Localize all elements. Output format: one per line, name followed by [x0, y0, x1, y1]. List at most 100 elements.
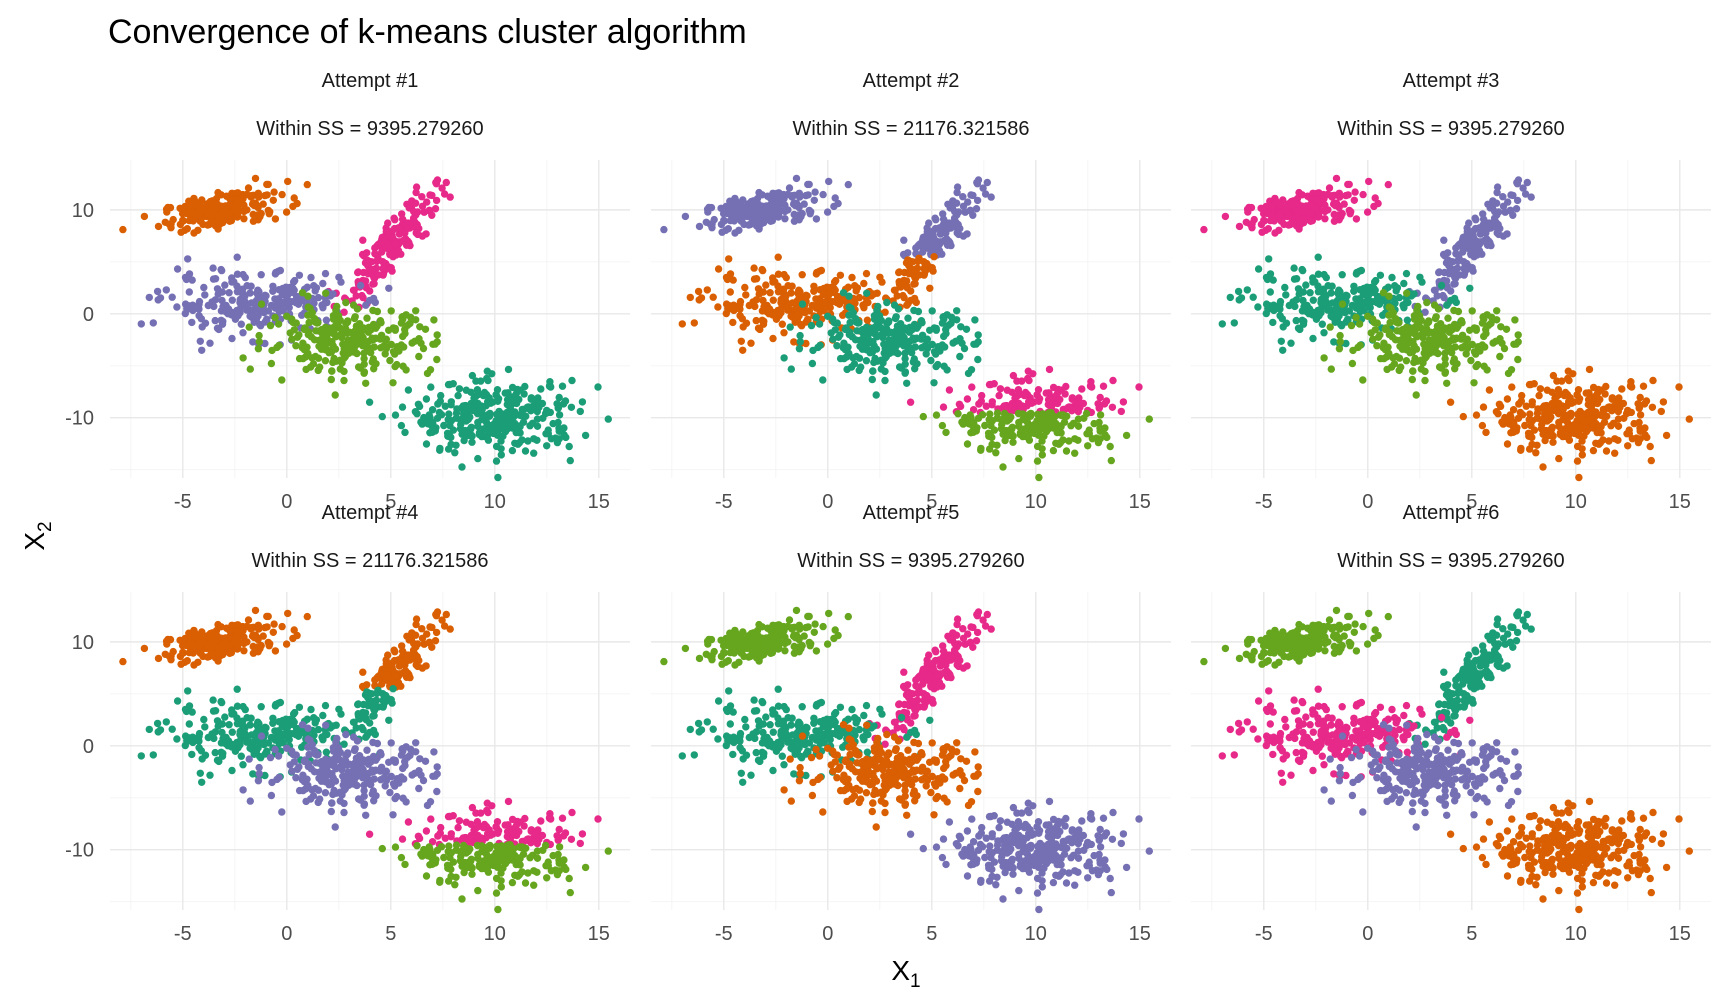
data-point	[1503, 395, 1512, 403]
data-point	[226, 649, 234, 657]
data-point	[815, 320, 824, 328]
data-point	[497, 451, 505, 459]
data-point	[1244, 208, 1252, 216]
data-point	[252, 747, 261, 755]
data-point	[167, 224, 175, 232]
data-point	[173, 697, 182, 705]
cluster-purple	[899, 176, 995, 260]
data-point	[354, 268, 362, 277]
data-point	[445, 410, 453, 418]
data-point	[420, 208, 428, 216]
data-point	[305, 318, 313, 327]
data-point	[810, 196, 818, 204]
data-point	[347, 336, 356, 344]
data-point	[1390, 360, 1399, 368]
data-point	[311, 719, 319, 727]
data-point	[695, 222, 704, 231]
data-point	[978, 391, 986, 400]
data-point	[1582, 389, 1590, 397]
data-point	[349, 286, 358, 294]
data-point	[408, 339, 416, 347]
data-point	[338, 765, 346, 774]
data-point	[829, 315, 837, 323]
data-point	[1513, 178, 1521, 187]
data-point	[508, 383, 517, 392]
data-point	[272, 732, 281, 741]
data-point	[1502, 325, 1511, 333]
data-point	[1472, 411, 1481, 419]
data-point	[1465, 240, 1473, 249]
data-point	[1412, 345, 1421, 353]
data-point	[387, 739, 395, 747]
data-point	[737, 337, 745, 345]
data-point	[252, 315, 261, 323]
x-tick-label: 0	[822, 491, 833, 513]
data-point	[1287, 339, 1295, 347]
data-point	[881, 345, 889, 353]
data-point	[314, 786, 323, 794]
data-point	[181, 732, 190, 740]
data-point	[1443, 379, 1451, 387]
data-point	[1491, 207, 1499, 216]
data-point	[1478, 319, 1487, 327]
data-point	[401, 757, 409, 766]
data-point	[321, 357, 330, 365]
data-point	[1234, 287, 1243, 296]
data-point	[530, 435, 538, 443]
data-point	[1271, 229, 1279, 237]
data-point	[421, 325, 430, 333]
data-point	[359, 668, 367, 676]
data-point	[1306, 289, 1314, 297]
data-point	[184, 687, 192, 695]
data-point	[878, 278, 886, 286]
data-point	[930, 253, 938, 261]
data-point	[384, 659, 392, 668]
data-point	[270, 188, 278, 196]
data-point	[819, 376, 827, 384]
data-point	[411, 408, 420, 416]
data-point	[249, 649, 258, 657]
data-point	[1507, 366, 1516, 374]
data-point	[290, 286, 298, 294]
data-point	[234, 189, 242, 197]
data-point	[1459, 412, 1468, 421]
data-point	[717, 204, 725, 212]
data-point	[474, 831, 482, 839]
data-point	[1602, 447, 1611, 455]
data-point	[982, 402, 990, 410]
data-point	[389, 324, 397, 332]
data-point	[1266, 216, 1275, 225]
data-point	[904, 249, 912, 257]
data-point	[1392, 287, 1400, 295]
data-point	[255, 331, 263, 340]
data-point	[735, 303, 744, 311]
data-point	[360, 786, 368, 795]
data-point	[371, 244, 379, 252]
data-point	[278, 291, 286, 299]
cluster-magenta	[906, 365, 1143, 417]
data-point	[796, 338, 804, 346]
data-point	[1470, 379, 1478, 387]
data-point	[263, 191, 271, 199]
data-point	[1254, 265, 1263, 273]
data-point	[362, 811, 370, 819]
data-point	[228, 621, 236, 629]
data-point	[524, 835, 532, 843]
data-point	[737, 217, 745, 225]
data-point	[722, 300, 731, 308]
data-point	[257, 300, 266, 308]
data-point	[500, 418, 508, 426]
data-point	[201, 723, 209, 731]
data-point	[331, 391, 339, 399]
cluster-orange	[1446, 365, 1694, 482]
data-point	[503, 425, 512, 433]
data-point	[1065, 403, 1074, 411]
data-point	[1269, 318, 1277, 327]
data-point	[932, 411, 941, 419]
data-point	[474, 822, 482, 831]
data-point	[1335, 293, 1343, 302]
data-point	[1493, 183, 1502, 191]
data-point	[156, 294, 165, 302]
data-point	[1573, 410, 1582, 419]
data-point	[831, 194, 839, 202]
